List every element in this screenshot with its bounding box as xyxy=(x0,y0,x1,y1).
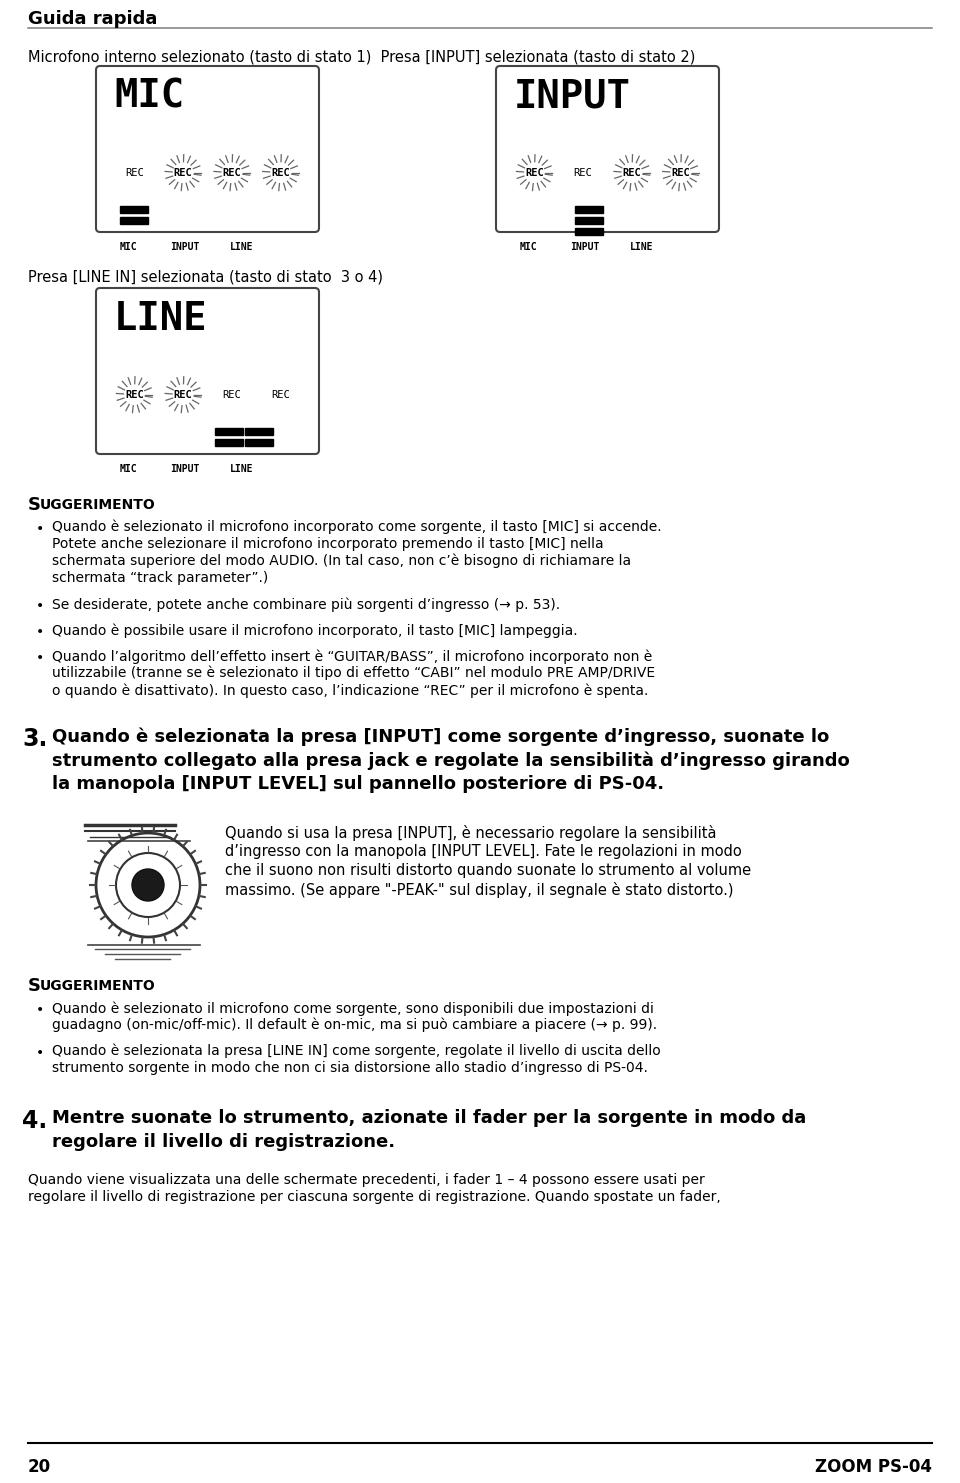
Text: Guida rapida: Guida rapida xyxy=(28,10,157,28)
Text: •: • xyxy=(36,624,44,639)
Text: Quando è selezionata la presa [INPUT] come sorgente d’ingresso, suonate lo: Quando è selezionata la presa [INPUT] co… xyxy=(52,727,829,746)
Text: REC: REC xyxy=(174,390,193,400)
Text: •: • xyxy=(36,522,44,535)
Text: S: S xyxy=(28,977,41,995)
Bar xyxy=(245,429,273,435)
Text: Potete anche selezionare il microfono incorporato premendo il tasto [MIC] nella: Potete anche selezionare il microfono in… xyxy=(52,537,604,552)
Bar xyxy=(120,206,148,214)
Text: MIC: MIC xyxy=(114,79,184,116)
Text: Quando è selezionata la presa [LINE IN] come sorgente, regolate il livello di us: Quando è selezionata la presa [LINE IN] … xyxy=(52,1044,660,1059)
Bar xyxy=(245,439,273,446)
Text: S: S xyxy=(28,495,41,515)
Text: REC: REC xyxy=(223,168,241,178)
Bar xyxy=(215,439,243,446)
Text: regolare il livello di registrazione.: regolare il livello di registrazione. xyxy=(52,1133,396,1151)
Text: MIC: MIC xyxy=(520,242,538,252)
Text: REC: REC xyxy=(574,168,592,178)
Bar xyxy=(120,217,148,224)
Text: REC: REC xyxy=(125,390,144,400)
Text: INPUT: INPUT xyxy=(170,464,200,475)
Text: INPUT: INPUT xyxy=(570,242,599,252)
Text: Quando è possibile usare il microfono incorporato, il tasto [MIC] lampeggia.: Quando è possibile usare il microfono in… xyxy=(52,623,578,638)
Text: INPUT: INPUT xyxy=(170,242,200,252)
Text: LINE: LINE xyxy=(230,242,253,252)
Text: LINE: LINE xyxy=(630,242,654,252)
Text: REC: REC xyxy=(622,168,641,178)
Text: Quando è selezionato il microfono incorporato come sorgente, il tasto [MIC] si a: Quando è selezionato il microfono incorp… xyxy=(52,521,661,534)
Text: o quando è disattivato). In questo caso, l’indicazione “REC” per il microfono è : o quando è disattivato). In questo caso,… xyxy=(52,684,648,697)
Text: •: • xyxy=(36,1003,44,1017)
Text: REC: REC xyxy=(272,390,290,400)
Text: Se desiderate, potete anche combinare più sorgenti d’ingresso (→ p. 53).: Se desiderate, potete anche combinare pi… xyxy=(52,598,560,611)
Bar xyxy=(575,228,603,234)
Text: d’ingresso con la manopola [INPUT LEVEL]. Fate le regolazioni in modo: d’ingresso con la manopola [INPUT LEVEL]… xyxy=(225,844,742,859)
FancyBboxPatch shape xyxy=(96,288,319,454)
Text: 20: 20 xyxy=(28,1458,51,1476)
Text: UGGERIMENTO: UGGERIMENTO xyxy=(40,498,156,512)
Circle shape xyxy=(132,869,164,902)
FancyBboxPatch shape xyxy=(496,67,719,231)
Text: Quando l’algoritmo dell’effetto insert è “GUITAR/BASS”, il microfono incorporato: Quando l’algoritmo dell’effetto insert è… xyxy=(52,650,652,663)
Text: schermata superiore del modo AUDIO. (In tal caso, non c’è bisogno di richiamare : schermata superiore del modo AUDIO. (In … xyxy=(52,555,631,568)
Bar xyxy=(575,206,603,214)
Text: REC: REC xyxy=(525,168,543,178)
Text: •: • xyxy=(36,1046,44,1060)
Text: la manopola [INPUT LEVEL] sul pannello posteriore di PS-04.: la manopola [INPUT LEVEL] sul pannello p… xyxy=(52,776,664,793)
Text: Quando è selezionato il microfono come sorgente, sono disponibili due impostazio: Quando è selezionato il microfono come s… xyxy=(52,1001,654,1016)
Text: Microfono interno selezionato (tasto di stato 1)  Presa [INPUT] selezionata (tas: Microfono interno selezionato (tasto di … xyxy=(28,50,695,65)
Text: REC: REC xyxy=(671,168,690,178)
Text: strumento collegato alla presa jack e regolate la sensibilità d’ingresso girando: strumento collegato alla presa jack e re… xyxy=(52,750,850,770)
Text: LINE: LINE xyxy=(230,464,253,475)
Text: REC: REC xyxy=(125,168,144,178)
Bar xyxy=(575,217,603,224)
Text: schermata “track parameter”.): schermata “track parameter”.) xyxy=(52,571,268,584)
Text: INPUT: INPUT xyxy=(514,79,631,116)
Text: REC: REC xyxy=(223,390,241,400)
Text: MIC: MIC xyxy=(120,464,137,475)
Text: regolare il livello di registrazione per ciascuna sorgente di registrazione. Qua: regolare il livello di registrazione per… xyxy=(28,1189,721,1204)
Text: Quando si usa la presa [INPUT], è necessario regolare la sensibilità: Quando si usa la presa [INPUT], è necess… xyxy=(225,825,716,841)
Text: utilizzabile (tranne se è selezionato il tipo di effetto “CABI” nel modulo PRE A: utilizzabile (tranne se è selezionato il… xyxy=(52,666,655,681)
Text: massimo. (Se appare "-PEAK-" sul display, il segnale è stato distorto.): massimo. (Se appare "-PEAK-" sul display… xyxy=(225,882,733,899)
Text: 3.: 3. xyxy=(22,727,47,750)
Text: Mentre suonate lo strumento, azionate il fader per la sorgente in modo da: Mentre suonate lo strumento, azionate il… xyxy=(52,1109,806,1127)
Text: che il suono non risulti distorto quando suonate lo strumento al volume: che il suono non risulti distorto quando… xyxy=(225,863,751,878)
Text: Presa [LINE IN] selezionata (tasto di stato  3 o 4): Presa [LINE IN] selezionata (tasto di st… xyxy=(28,270,383,285)
Text: ZOOM PS-04: ZOOM PS-04 xyxy=(815,1458,932,1476)
Bar xyxy=(215,429,243,435)
Text: REC: REC xyxy=(272,168,290,178)
Text: REC: REC xyxy=(174,168,193,178)
Text: •: • xyxy=(36,651,44,664)
Text: 4.: 4. xyxy=(22,1109,47,1133)
Text: UGGERIMENTO: UGGERIMENTO xyxy=(40,979,156,994)
Text: Quando viene visualizzata una delle schermate precedenti, i fader 1 – 4 possono : Quando viene visualizzata una delle sche… xyxy=(28,1173,705,1186)
Text: •: • xyxy=(36,599,44,612)
Text: MIC: MIC xyxy=(120,242,137,252)
FancyBboxPatch shape xyxy=(96,67,319,231)
Text: guadagno (on-mic/off-mic). Il default è on-mic, ma si può cambiare a piacere (→ : guadagno (on-mic/off-mic). Il default è … xyxy=(52,1017,658,1032)
Text: LINE: LINE xyxy=(114,300,207,338)
Text: strumento sorgente in modo che non ci sia distorsione allo stadio d’ingresso di : strumento sorgente in modo che non ci si… xyxy=(52,1060,648,1075)
